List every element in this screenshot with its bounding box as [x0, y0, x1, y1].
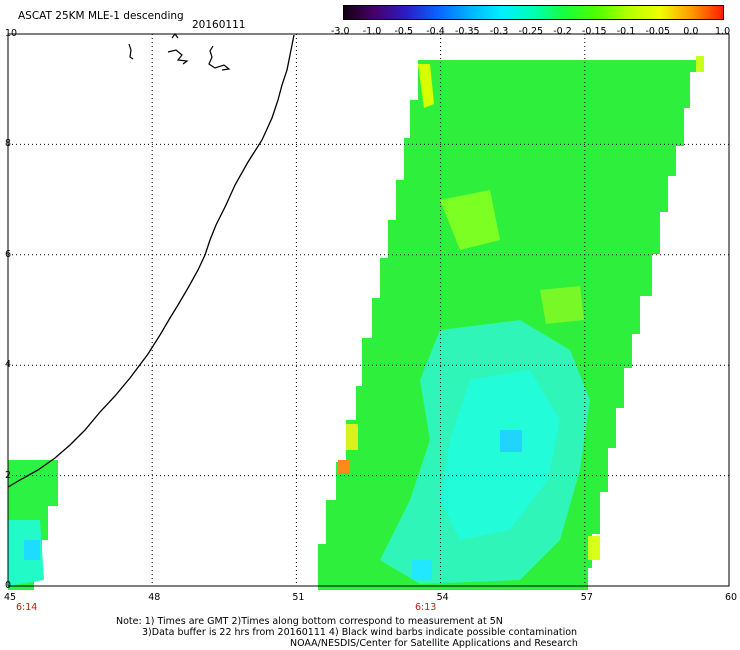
- time-label: 6:13: [414, 602, 437, 613]
- colorbar-label: -0.5: [394, 26, 414, 37]
- colorbar-label: -1.0: [362, 26, 382, 37]
- colorbar-label: -0.3: [489, 26, 509, 37]
- colorbar-label: -0.15: [582, 26, 607, 37]
- swath-polygon: [696, 56, 704, 72]
- swath-polygon: [440, 370, 560, 540]
- colorbar: [343, 5, 724, 20]
- x-tick-label: 57: [580, 592, 593, 603]
- swath-polygon: [588, 536, 600, 560]
- note-line-3: NOAA/NESDIS/Center for Satellite Applica…: [290, 638, 578, 649]
- colorbar-label: 0.0: [683, 26, 699, 37]
- swath-polygon: [500, 430, 522, 452]
- swath-polygon: [24, 540, 40, 560]
- x-tick-label: 48: [148, 592, 161, 603]
- x-tick-label: 60: [725, 592, 738, 603]
- swath-polygon: [540, 286, 584, 324]
- y-tick-label: 6: [5, 248, 12, 260]
- swath-polygon: [418, 64, 434, 108]
- colorbar-label: 1.0: [715, 26, 731, 37]
- x-tick-label: 45: [4, 592, 17, 603]
- y-tick-label: 8: [5, 138, 12, 150]
- map-title: ASCAT 25KM MLE-1 descending: [18, 10, 184, 22]
- colorbar-label: -0.25: [518, 26, 544, 37]
- colorbar-label: -0.05: [645, 26, 671, 37]
- y-tick-label: 10: [5, 28, 18, 39]
- swath-polygon: [346, 424, 358, 450]
- x-tick-label: 51: [292, 592, 305, 603]
- grid-lines: [8, 34, 729, 586]
- y-tick-label: 2: [5, 469, 12, 481]
- y-tick-label: 0: [5, 580, 12, 591]
- y-tick-label: 4: [5, 359, 12, 371]
- data-swath: [8, 56, 704, 590]
- swath-polygon: [412, 560, 432, 580]
- coastline: [7, 34, 295, 488]
- colorbar-label: -3.0: [331, 26, 350, 37]
- note-line-2: 3)Data buffer is 22 hrs from 20160111 4)…: [142, 627, 578, 638]
- colorbar-label: -0.4: [426, 26, 445, 37]
- swath-polygon: [440, 190, 500, 250]
- note-line-1: Note: 1) Times are GMT 2)Times along bot…: [116, 616, 503, 627]
- map-date: 20160111: [192, 19, 246, 31]
- x-tick-label: 54: [436, 592, 449, 603]
- time-label: 6:14: [16, 602, 38, 613]
- swath-polygon: [338, 460, 350, 474]
- colorbar-label: -0.2: [553, 26, 572, 37]
- colorbar-label: -0.1: [616, 26, 636, 37]
- colorbar-label: -0.35: [455, 26, 480, 37]
